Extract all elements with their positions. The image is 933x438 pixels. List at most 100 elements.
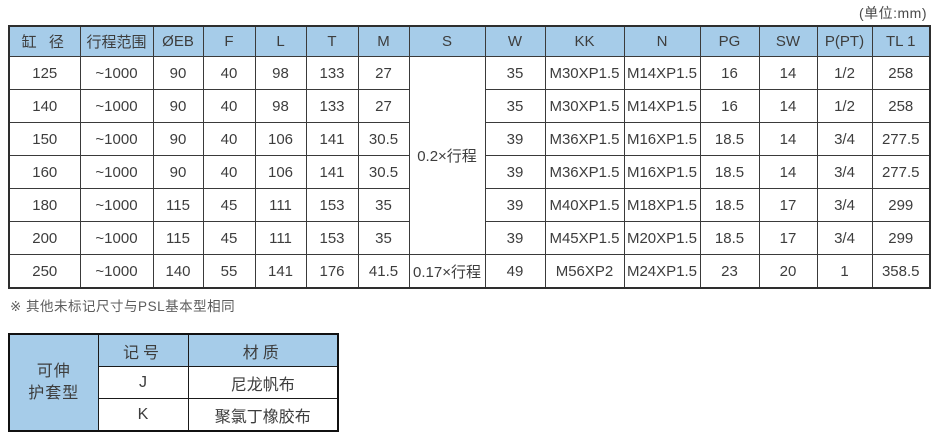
- cell-bore: 125: [8, 56, 81, 90]
- cell-pg: 18.5: [699, 122, 760, 156]
- col-header-s: S: [408, 25, 486, 57]
- cell-tl1: 277.5: [871, 155, 931, 189]
- cell-ppt: 3/4: [816, 122, 873, 156]
- cell-stroke: ~1000: [79, 122, 154, 156]
- cell-f: 40: [202, 56, 256, 90]
- cell-n: M16XP1.5: [623, 122, 701, 156]
- cell-sw: 20: [758, 254, 818, 289]
- cell-w: 35: [484, 89, 546, 123]
- col-header-n: N: [623, 25, 701, 57]
- cell-t: 153: [305, 221, 359, 255]
- cell-bore: 200: [8, 221, 81, 255]
- cell-material: 聚氯丁橡胶布: [187, 398, 339, 432]
- cell-stroke: ~1000: [79, 188, 154, 222]
- col-header-sw: SW: [758, 25, 818, 57]
- cell-pg: 16: [699, 56, 760, 90]
- col-header-kk: KK: [544, 25, 625, 57]
- cell-pg: 18.5: [699, 188, 760, 222]
- cell-s: 0.17×行程: [408, 254, 486, 289]
- cell-f: 40: [202, 122, 256, 156]
- cell-l: 98: [254, 56, 307, 90]
- cell-ppt: 1/2: [816, 89, 873, 123]
- cell-bore: 180: [8, 188, 81, 222]
- table-row: 可伸 护套型 记号 材质: [8, 333, 339, 432]
- sleeve-type-label-line2: 护套型: [28, 384, 80, 402]
- cell-ppt: 3/4: [816, 221, 873, 255]
- cell-f: 40: [202, 89, 256, 123]
- table-row: 250 ~1000 140 55 141 176 41.5 0.17×行程 49…: [8, 254, 931, 289]
- cell-eb: 90: [152, 56, 204, 90]
- cell-f: 55: [202, 254, 256, 289]
- cell-ppt: 1/2: [816, 56, 873, 90]
- cell-l: 111: [254, 221, 307, 255]
- cell-n: M18XP1.5: [623, 188, 701, 222]
- cell-m: 27: [357, 89, 410, 123]
- col-header-t: T: [305, 25, 359, 57]
- cell-m: 35: [357, 221, 410, 255]
- table-row: 150 ~1000 90 40 106 141 30.5 39 M36XP1.5…: [8, 122, 931, 156]
- cell-l: 106: [254, 155, 307, 189]
- cell-sw: 14: [758, 155, 818, 189]
- cell-n: M14XP1.5: [623, 89, 701, 123]
- cell-bore: 150: [8, 122, 81, 156]
- unit-label: (单位:mm): [858, 5, 927, 21]
- cell-f: 45: [202, 188, 256, 222]
- cell-stroke: ~1000: [79, 254, 154, 289]
- cell-n: M24XP1.5: [623, 254, 701, 289]
- cell-n: M20XP1.5: [623, 221, 701, 255]
- cell-pg: 23: [699, 254, 760, 289]
- cell-bore: 160: [8, 155, 81, 189]
- cell-tl1: 358.5: [871, 254, 931, 289]
- cell-sw: 17: [758, 188, 818, 222]
- cell-l: 141: [254, 254, 307, 289]
- table-row: 160 ~1000 90 40 106 141 30.5 39 M36XP1.5…: [8, 155, 931, 189]
- cell-w: 49: [484, 254, 546, 289]
- cell-m: 30.5: [357, 155, 410, 189]
- cell-m: 41.5: [357, 254, 410, 289]
- cell-ppt: 3/4: [816, 188, 873, 222]
- cell-t: 133: [305, 89, 359, 123]
- cell-t: 141: [305, 155, 359, 189]
- footnote: ※ 其他未标记尺寸与PSL基本型相同: [10, 299, 236, 314]
- cell-eb: 90: [152, 122, 204, 156]
- cell-l: 106: [254, 122, 307, 156]
- cell-tl1: 277.5: [871, 122, 931, 156]
- cell-kk: M30XP1.5: [544, 89, 625, 123]
- table-row: K 聚氯丁橡胶布: [9, 398, 339, 432]
- cell-bore: 140: [8, 89, 81, 123]
- sleeve-type-table: 可伸 护套型 记号 材质 J 尼龙帆布 K 聚氯丁橡胶布: [8, 333, 339, 432]
- cell-w: 35: [484, 56, 546, 90]
- col-header-stroke-range: 行程范围: [79, 25, 154, 57]
- table-row: 200 ~1000 115 45 111 153 35 39 M45XP1.5 …: [8, 221, 931, 255]
- cell-pg: 18.5: [699, 155, 760, 189]
- cell-sw: 17: [758, 221, 818, 255]
- table-row: 125 ~1000 90 40 98 133 27 0.2×行程 35 M30X…: [8, 56, 931, 255]
- cell-m: 35: [357, 188, 410, 222]
- cell-stroke: ~1000: [79, 89, 154, 123]
- cell-tl1: 299: [871, 221, 931, 255]
- cell-ppt: 3/4: [816, 155, 873, 189]
- cell-t: 153: [305, 188, 359, 222]
- cell-n: M14XP1.5: [623, 56, 701, 90]
- cell-kk: M40XP1.5: [544, 188, 625, 222]
- cell-m: 30.5: [357, 122, 410, 156]
- col-header-material: 材质: [187, 333, 339, 367]
- sleeve-type-label-line1: 可伸: [36, 362, 71, 380]
- table-row: 140 ~1000 90 40 98 133 27 35 M30XP1.5 M1…: [8, 89, 931, 123]
- col-header-pg: PG: [699, 25, 760, 57]
- cell-kk: M45XP1.5: [544, 221, 625, 255]
- col-header-l: L: [254, 25, 307, 57]
- cell-w: 39: [484, 188, 546, 222]
- col-header-m: M: [357, 25, 410, 57]
- cell-t: 176: [305, 254, 359, 289]
- cell-ppt: 1: [816, 254, 873, 289]
- cell-m: 27: [357, 56, 410, 90]
- cell-tl1: 258: [871, 89, 931, 123]
- spec-table-header-row: 缸 径 行程范围 ØEB F L T M S W KK N PG SW P(PT…: [8, 25, 931, 57]
- cell-sw: 14: [758, 122, 818, 156]
- cell-pg: 18.5: [699, 221, 760, 255]
- table-row: 180 ~1000 115 45 111 153 35 39 M40XP1.5 …: [8, 188, 931, 222]
- cell-f: 40: [202, 155, 256, 189]
- cell-s-merged: 0.2×行程: [408, 56, 486, 255]
- cell-eb: 90: [152, 155, 204, 189]
